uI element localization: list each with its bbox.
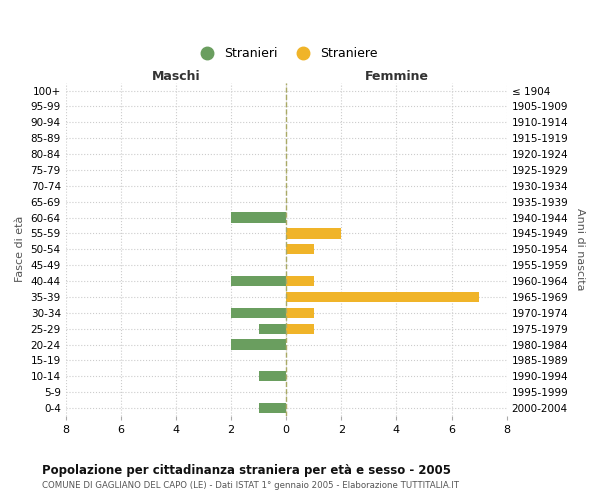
Bar <box>286 228 341 238</box>
Bar <box>286 308 314 318</box>
Bar <box>231 212 286 222</box>
Bar <box>286 244 314 254</box>
Y-axis label: Anni di nascita: Anni di nascita <box>575 208 585 290</box>
Text: Maschi: Maschi <box>152 70 200 82</box>
Text: Popolazione per cittadinanza straniera per età e sesso - 2005: Popolazione per cittadinanza straniera p… <box>42 464 451 477</box>
Bar <box>259 371 286 382</box>
Bar <box>286 292 479 302</box>
Text: Femmine: Femmine <box>364 70 428 82</box>
Bar <box>231 276 286 286</box>
Legend: Stranieri, Straniere: Stranieri, Straniere <box>190 42 383 65</box>
Bar <box>231 340 286 349</box>
Bar <box>286 276 314 286</box>
Bar <box>231 308 286 318</box>
Bar <box>259 403 286 413</box>
Bar <box>259 324 286 334</box>
Text: COMUNE DI GAGLIANO DEL CAPO (LE) - Dati ISTAT 1° gennaio 2005 - Elaborazione TUT: COMUNE DI GAGLIANO DEL CAPO (LE) - Dati … <box>42 481 459 490</box>
Bar <box>286 324 314 334</box>
Y-axis label: Fasce di età: Fasce di età <box>15 216 25 282</box>
